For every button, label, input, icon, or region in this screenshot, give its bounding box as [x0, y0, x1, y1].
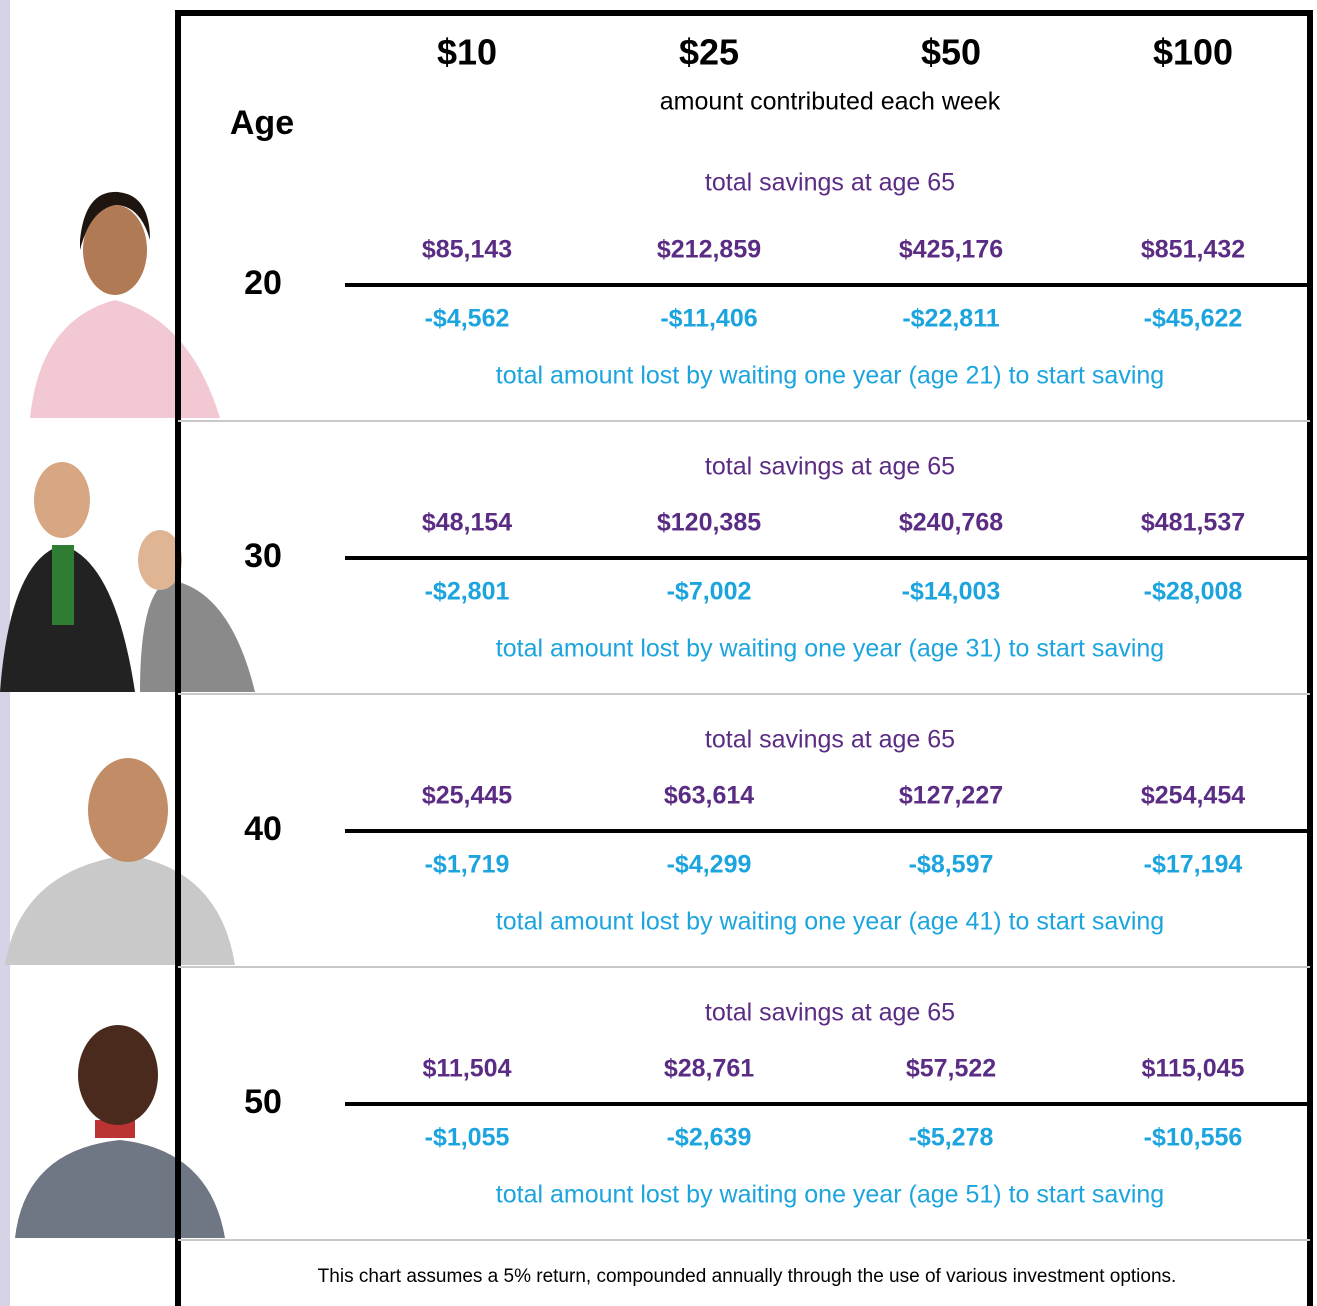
savings-value: $425,176 — [899, 236, 1003, 264]
amount-header: $50 — [921, 32, 981, 73]
amounts-caption: amount contributed each week — [660, 88, 1001, 116]
loss-value: -$10,556 — [1144, 1124, 1243, 1152]
savings-label: total savings at age 65 — [705, 453, 955, 481]
savings-label: total savings at age 65 — [705, 726, 955, 754]
savings-value: $63,614 — [664, 782, 754, 810]
loss-label: total amount lost by waiting one year (a… — [496, 1181, 1164, 1209]
amount-header: $25 — [679, 32, 739, 73]
savings-value: $240,768 — [899, 509, 1003, 537]
loss-label: total amount lost by waiting one year (a… — [496, 908, 1164, 936]
age-label: 50 — [244, 1083, 282, 1121]
savings-value: $48,154 — [422, 509, 512, 537]
loss-value: -$45,622 — [1144, 305, 1243, 333]
loss-value: -$7,002 — [667, 578, 752, 606]
loss-value: -$2,801 — [425, 578, 510, 606]
loss-value: -$8,597 — [909, 851, 994, 879]
amount-header: $100 — [1153, 32, 1233, 73]
savings-value: $212,859 — [657, 236, 761, 264]
portrait — [5, 758, 235, 965]
loss-value: -$1,055 — [425, 1124, 510, 1152]
page: Age amount contributed each week This ch… — [0, 0, 1317, 1306]
loss-value: -$28,008 — [1144, 578, 1243, 606]
age-label: 20 — [244, 264, 282, 302]
savings-label: total savings at age 65 — [705, 169, 955, 197]
loss-value: -$5,278 — [909, 1124, 994, 1152]
loss-value: -$17,194 — [1144, 851, 1243, 879]
savings-value: $11,504 — [423, 1055, 512, 1083]
loss-label: total amount lost by waiting one year (a… — [496, 362, 1164, 390]
savings-value: $57,522 — [906, 1055, 996, 1083]
savings-value: $254,454 — [1141, 782, 1245, 810]
savings-table: Age amount contributed each week This ch… — [0, 0, 1317, 1306]
savings-value: $127,227 — [899, 782, 1003, 810]
portrait — [30, 192, 220, 418]
savings-value: $28,761 — [664, 1055, 754, 1083]
portrait — [15, 1025, 225, 1238]
loss-value: -$1,719 — [425, 851, 510, 879]
age-label: 30 — [244, 537, 282, 575]
savings-value: $85,143 — [422, 236, 512, 264]
savings-value: $851,432 — [1141, 236, 1245, 264]
savings-value: $120,385 — [657, 509, 761, 537]
loss-value: -$11,406 — [660, 305, 757, 333]
savings-value: $25,445 — [422, 782, 512, 810]
loss-value: -$14,003 — [902, 578, 1001, 606]
footnote: This chart assumes a 5% return, compound… — [318, 1266, 1177, 1287]
age-label: 40 — [244, 810, 282, 848]
portrait — [0, 462, 255, 692]
loss-value: -$22,811 — [902, 305, 999, 333]
loss-value: -$4,299 — [667, 851, 752, 879]
amount-header: $10 — [437, 32, 497, 73]
loss-value: -$2,639 — [667, 1124, 752, 1152]
savings-value: $115,045 — [1142, 1055, 1245, 1083]
savings-value: $481,537 — [1141, 509, 1245, 537]
savings-label: total savings at age 65 — [705, 999, 955, 1027]
loss-label: total amount lost by waiting one year (a… — [496, 635, 1164, 663]
age-header: Age — [230, 104, 294, 142]
loss-value: -$4,562 — [425, 305, 510, 333]
